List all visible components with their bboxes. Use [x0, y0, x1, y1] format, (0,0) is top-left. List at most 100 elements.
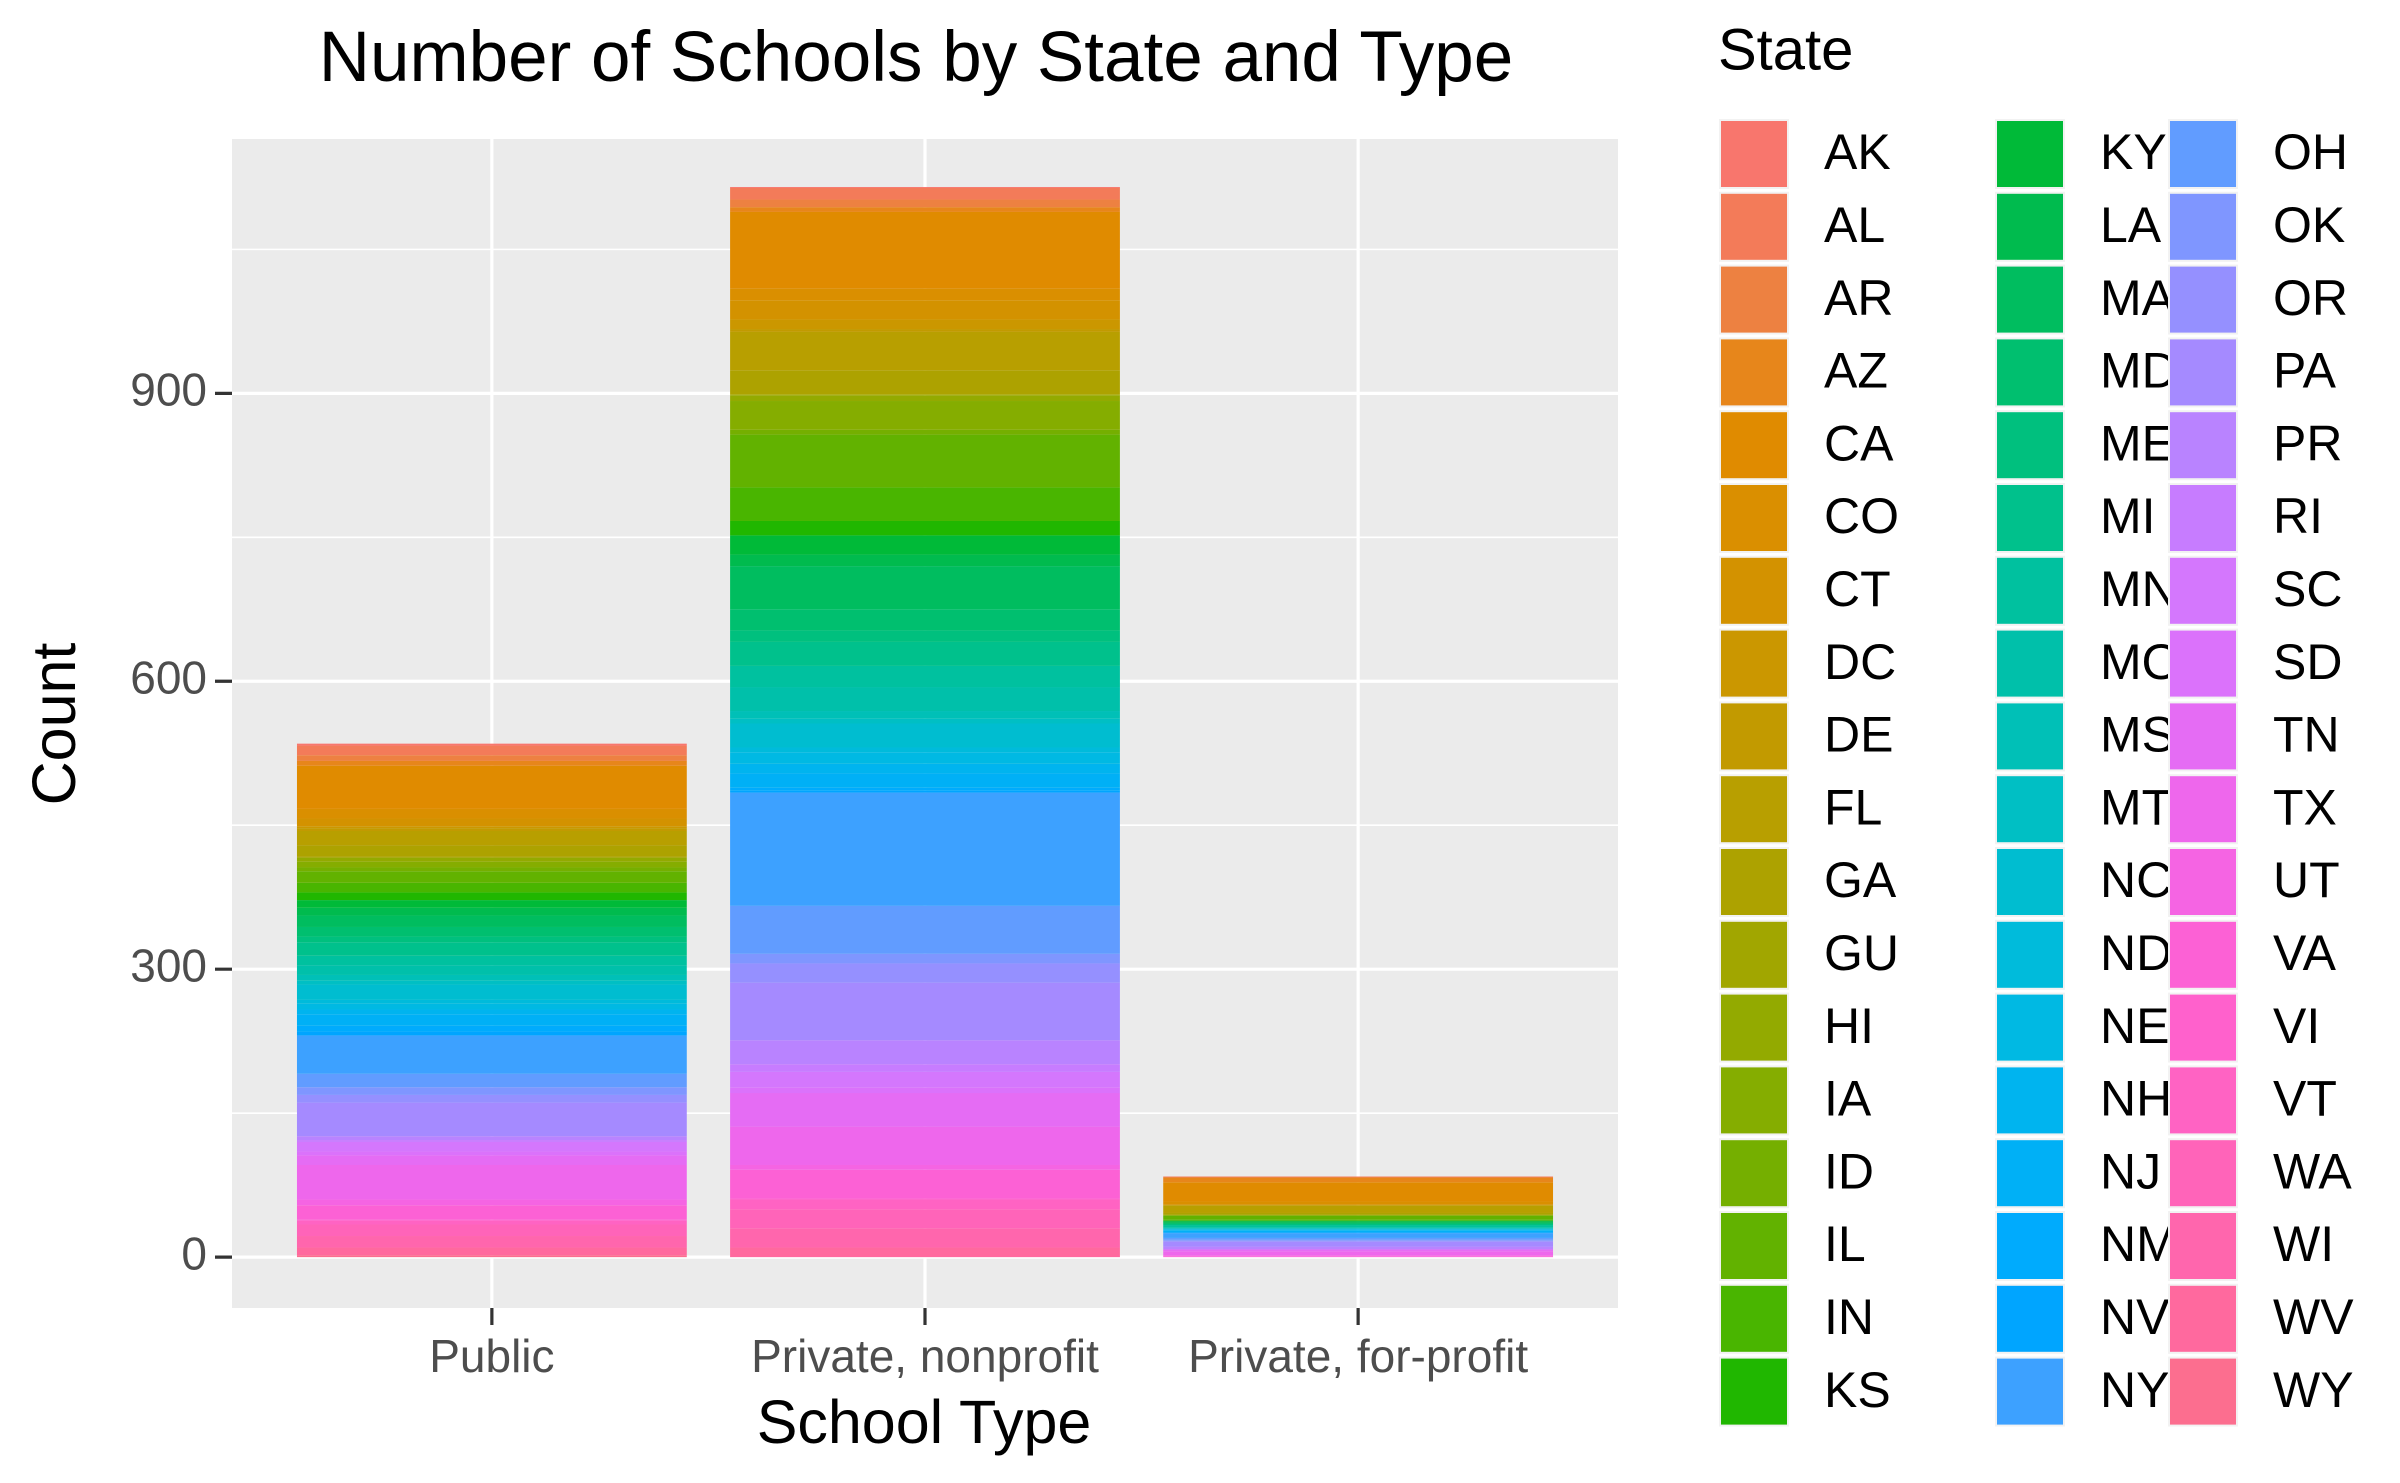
legend-swatch	[1997, 776, 2063, 843]
legend-label: ND	[2100, 925, 2172, 981]
bar-segment	[1163, 1228, 1554, 1230]
bar-segment	[296, 1025, 687, 1032]
legend-swatch	[1721, 849, 1787, 915]
bar-segment	[296, 826, 687, 829]
bar-segment	[296, 856, 687, 858]
bar-segment	[730, 963, 1120, 983]
legend-swatch	[2170, 1067, 2236, 1134]
legend-label: KS	[1824, 1362, 1891, 1418]
bar-segment	[730, 711, 1120, 719]
legend-label: PR	[2273, 415, 2342, 471]
bar-segment	[296, 1031, 687, 1036]
bar-segment	[1163, 1222, 1554, 1224]
bar-segment	[296, 942, 687, 956]
legend-swatch	[1721, 630, 1787, 697]
bar-segment	[296, 1224, 687, 1237]
legend-label: AK	[1824, 124, 1891, 180]
legend-label: MT	[2100, 779, 2172, 835]
legend-label: OH	[2273, 124, 2348, 180]
bar-segment	[296, 882, 687, 893]
bar-segment	[296, 974, 687, 981]
legend-swatch	[1997, 630, 2063, 697]
legend-label: IA	[1824, 1071, 1872, 1127]
bar-segment	[730, 187, 1120, 200]
legend-swatch	[1997, 1213, 2063, 1279]
legend-swatch	[1721, 121, 1787, 187]
bar-segment	[296, 1087, 687, 1095]
legend-title: State	[1718, 17, 1853, 82]
legend-label: UT	[2273, 852, 2340, 908]
legend-swatch	[2170, 121, 2236, 187]
legend-swatch	[2170, 776, 2236, 843]
bar-segment	[730, 370, 1120, 395]
legend-swatch	[1997, 121, 2063, 187]
legend-swatch	[2170, 339, 2236, 406]
legend-swatch	[1721, 1285, 1787, 1352]
bar-segment	[730, 1093, 1120, 1127]
bar-segment	[1163, 1176, 1554, 1178]
legend-swatch	[1997, 849, 2063, 915]
legend-swatch	[1997, 1067, 2063, 1134]
bar-segment	[730, 319, 1120, 330]
bar-segment	[730, 1087, 1120, 1094]
bar-segment	[730, 535, 1120, 555]
bar-segment	[296, 1220, 687, 1225]
x-tick-label: Private, for-profit	[1188, 1330, 1528, 1382]
legend-swatch	[1997, 1358, 2063, 1425]
legend-label: CO	[1824, 488, 1899, 544]
bar-segment	[296, 745, 687, 756]
bar-segment	[730, 792, 1120, 906]
y-tick-label: 0	[181, 1227, 207, 1279]
bar-segment	[730, 665, 1120, 688]
bar-segment	[1163, 1224, 1554, 1226]
bar-segment	[296, 1199, 687, 1206]
legend-swatch	[1997, 339, 2063, 406]
legend-swatch	[2170, 412, 2236, 479]
legend-label: NM	[2100, 1216, 2178, 1272]
bar-segment	[730, 1126, 1120, 1165]
bar-segment	[296, 1102, 687, 1137]
bar-segment	[296, 861, 687, 868]
bar-segment	[1163, 1246, 1554, 1250]
legend-label: CT	[1824, 561, 1891, 617]
bar-segment	[1163, 1237, 1554, 1240]
legend-swatch	[2170, 994, 2236, 1061]
bar-segment	[296, 936, 687, 943]
legend-swatch	[1997, 703, 2063, 770]
bar-segment	[730, 429, 1120, 435]
bar-segment	[296, 1164, 687, 1200]
legend-swatch	[1997, 557, 2063, 624]
legend-label: AZ	[1824, 343, 1888, 399]
legend-swatch	[2170, 630, 2236, 697]
legend-swatch	[1997, 1285, 2063, 1352]
bar-segment	[730, 1209, 1120, 1229]
bar-segment	[730, 1064, 1120, 1072]
bar-segment	[730, 630, 1120, 642]
bar-segment	[1163, 1212, 1554, 1215]
y-tick-label: 600	[130, 651, 207, 703]
legend-swatch	[1997, 193, 2063, 260]
legend-swatch	[2170, 703, 2236, 770]
bar-segment	[1163, 1225, 1554, 1228]
bar-segment	[730, 723, 1120, 748]
bar-segment	[1163, 1239, 1554, 1241]
bar-segment	[1163, 1233, 1554, 1238]
bar-segment	[296, 1035, 687, 1074]
bar-segment	[730, 434, 1120, 488]
bar-segment	[730, 1164, 1120, 1170]
legend-swatch	[1721, 776, 1787, 843]
bar-segment	[730, 1247, 1120, 1258]
bar-segment	[1163, 1204, 1554, 1206]
bar-segment	[730, 752, 1120, 764]
legend-label: AL	[1824, 197, 1885, 253]
legend-label: NH	[2100, 1071, 2172, 1127]
bar-segment	[296, 955, 687, 966]
bar-segment	[730, 1071, 1120, 1088]
bar-segment	[1163, 1229, 1554, 1231]
bar-segment	[296, 1094, 687, 1103]
bar-segment	[730, 395, 1120, 402]
legend-label: GU	[1824, 925, 1899, 981]
bar-segment	[1163, 1223, 1554, 1225]
bar-segment	[1163, 1241, 1554, 1247]
